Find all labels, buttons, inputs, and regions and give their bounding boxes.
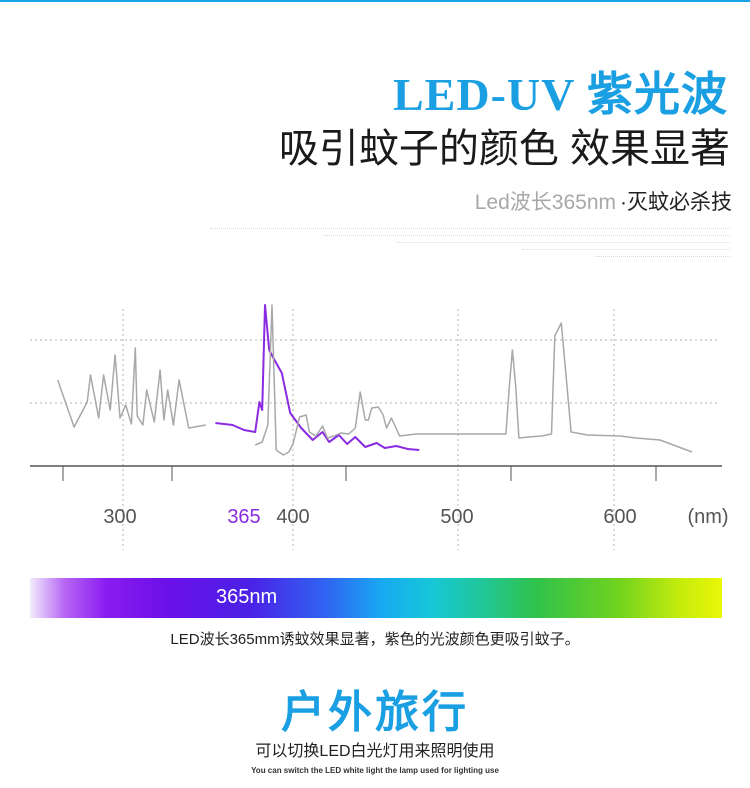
spectrum-band: 365nm	[30, 578, 722, 618]
x-tick-label: 300	[103, 506, 136, 528]
spectrum-label: 365nm	[216, 586, 278, 608]
page-subtitle: 吸引蚊子的颜色 效果显著	[278, 127, 730, 171]
series-line-2	[215, 304, 420, 451]
tagline: Led波长365nm ·灭蚊必杀技	[475, 186, 732, 216]
page-title: LED-UV 紫光波	[392, 69, 728, 120]
chart-caption: LED波长365mm诱蚊效果显著，紫色的光波颜色更吸引蚊子。	[170, 631, 580, 648]
series-line-3	[254, 304, 693, 456]
x-tick-label: 500	[440, 506, 473, 528]
x-tick-label: 600	[603, 506, 636, 528]
decorative-fine-print	[210, 228, 730, 263]
wavelength-chart: 300 365 400 500 600 (nm)	[30, 304, 729, 550]
x-axis-unit-label: (nm)	[687, 506, 728, 528]
tagline-wavelength: Led波长365nm	[474, 191, 616, 214]
section-description-english: You can switch the LED white light the l…	[251, 766, 499, 775]
tagline-killer: ·灭蚊必杀技	[620, 191, 732, 214]
x-tick-label: 400	[276, 506, 309, 528]
section-heading: 户外旅行	[281, 688, 469, 737]
x-tick-label: 365	[227, 506, 260, 528]
section-description: 可以切换LED白光灯用来照明使用	[255, 743, 495, 760]
top-accent-rule	[0, 0, 750, 2]
series-line-1	[56, 347, 206, 429]
